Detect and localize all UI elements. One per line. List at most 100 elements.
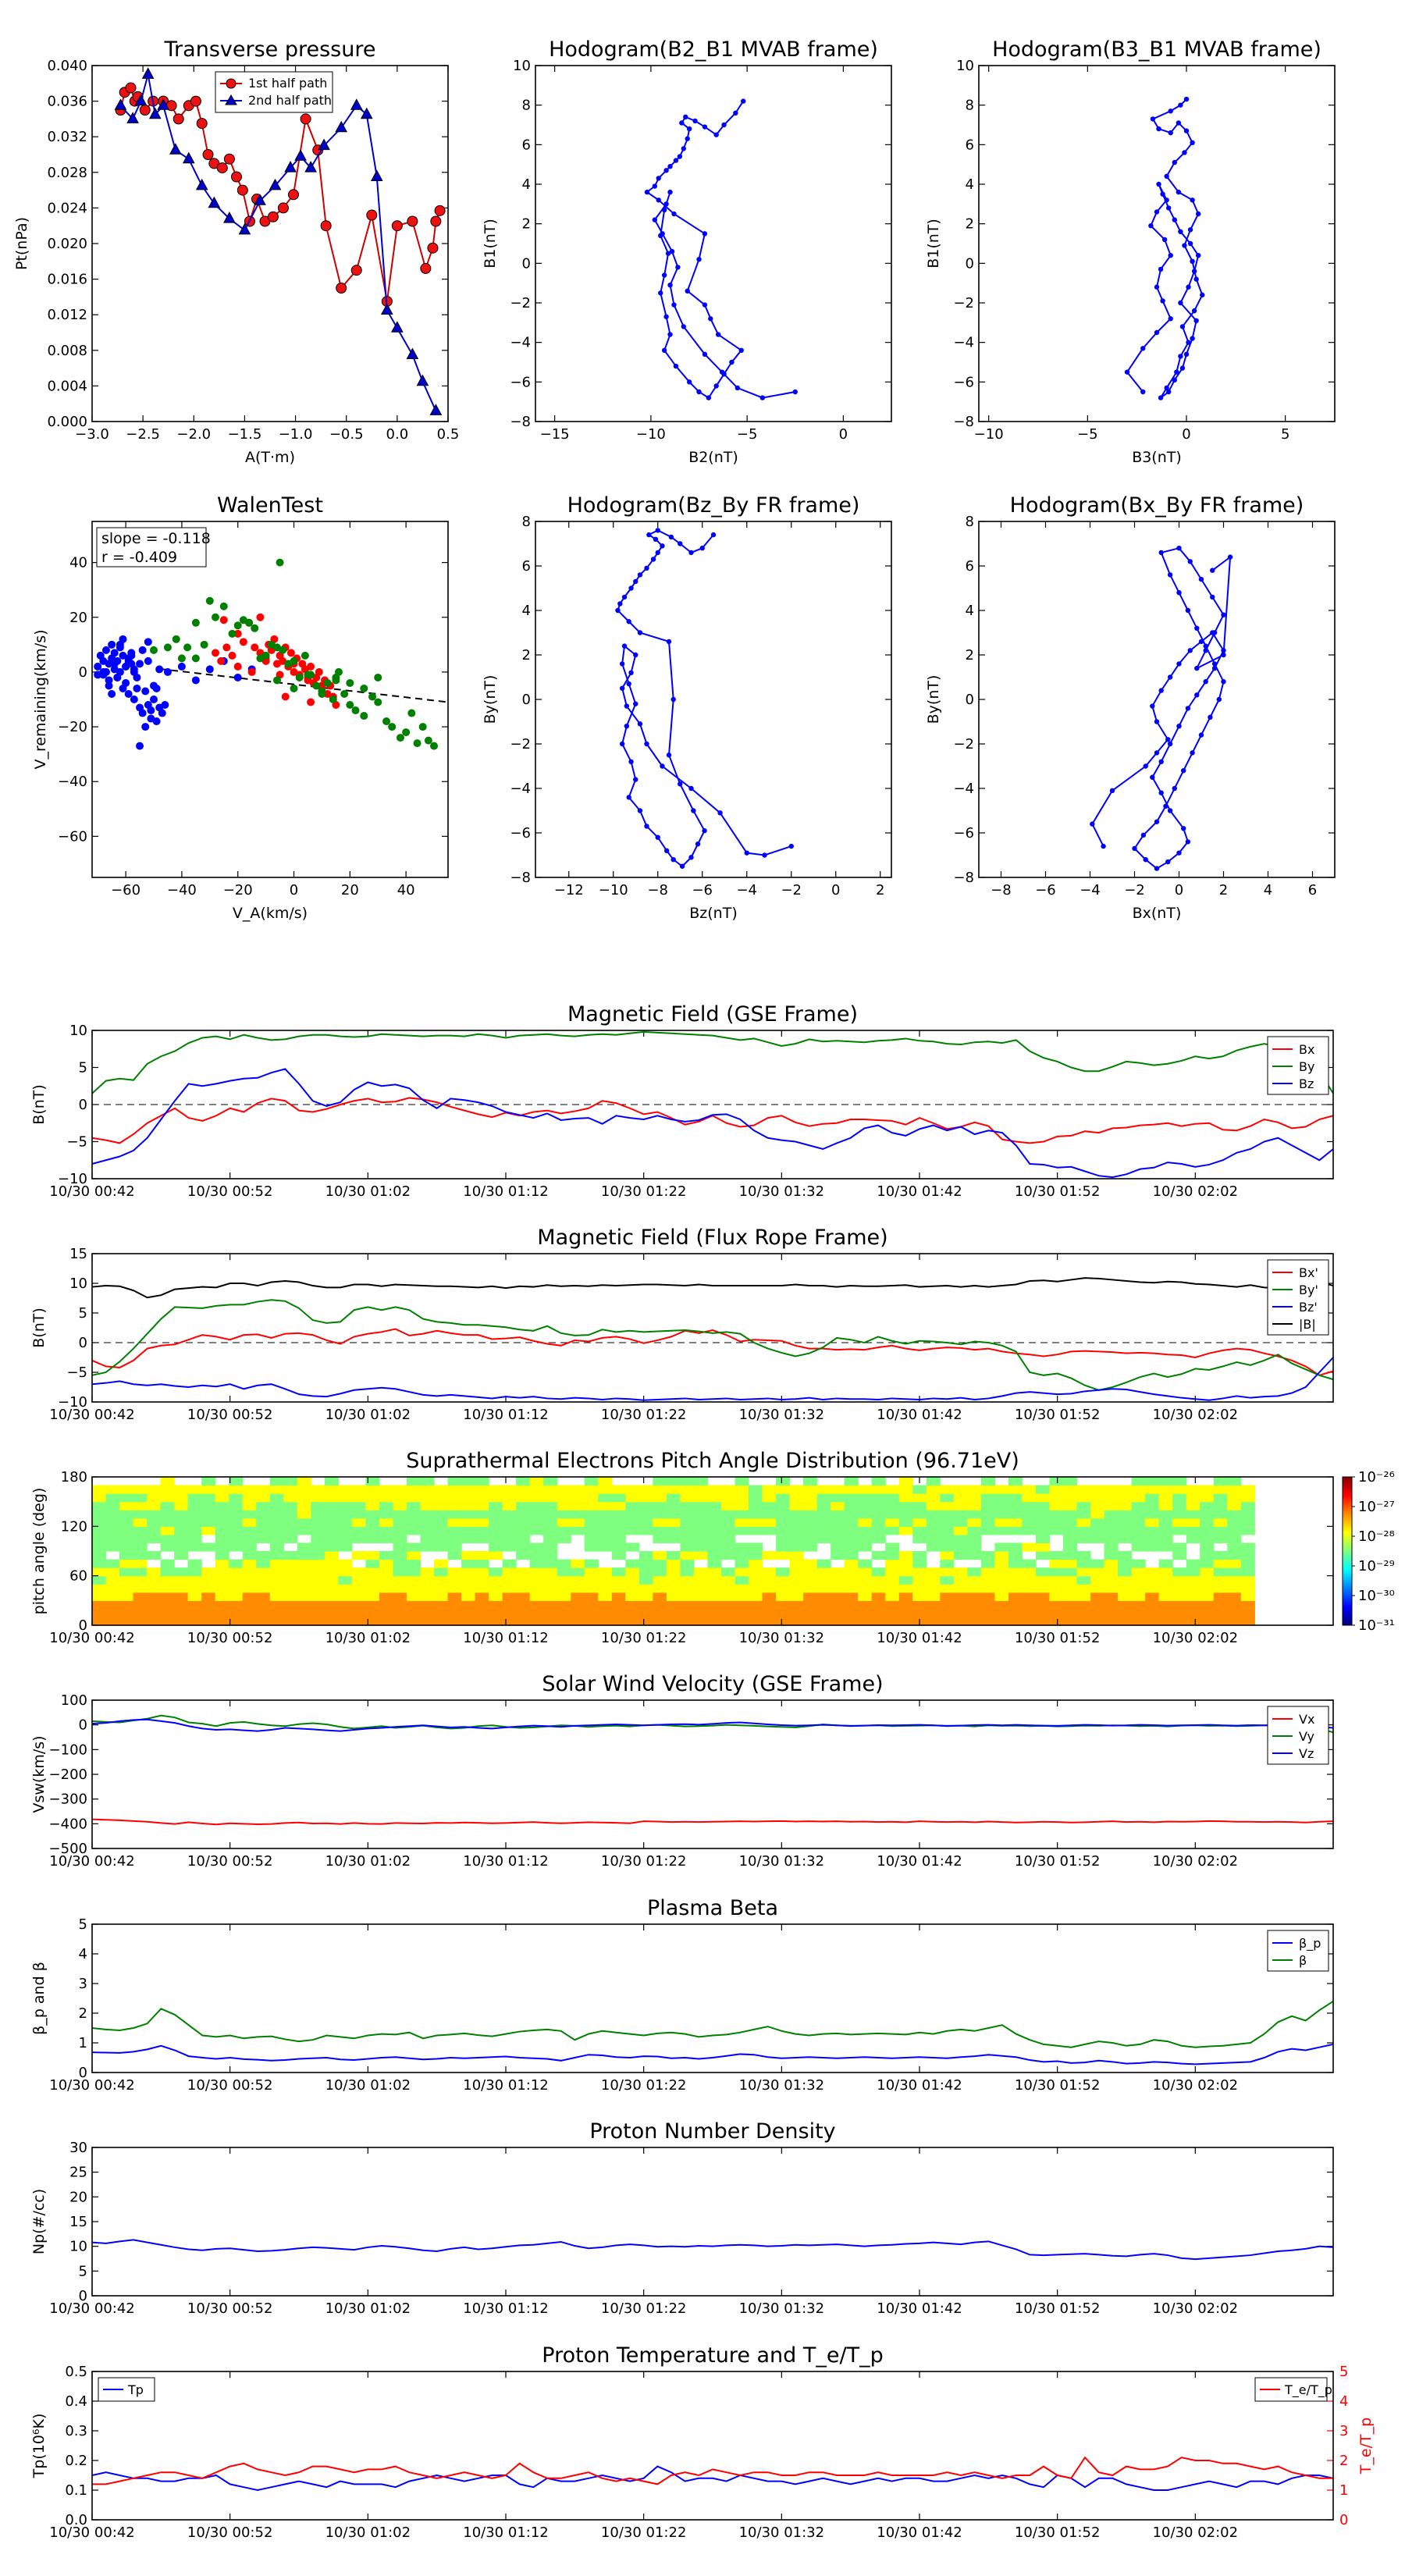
y-tick-label: 0.4 — [65, 2393, 87, 2410]
heatmap-cell — [201, 1617, 216, 1626]
x-tick-label: 10/30 01:22 — [601, 2524, 686, 2541]
y2-tick-label: 5 — [1339, 2364, 1348, 2380]
heatmap-cell — [133, 1600, 148, 1610]
heatmap-cell — [269, 1517, 284, 1527]
heatmap-cell — [543, 1600, 558, 1610]
heatmap-cell — [653, 1485, 667, 1494]
heatmap-cell — [311, 1567, 325, 1577]
heatmap-cell — [1022, 1575, 1037, 1585]
heatmap-cell — [720, 1510, 736, 1519]
legend-marker — [225, 94, 237, 105]
heatmap-cell — [324, 1592, 339, 1601]
heatmap-cell — [844, 1617, 859, 1626]
heatmap-cell — [571, 1617, 585, 1626]
heatmap-cell — [475, 1485, 489, 1494]
heatmap-cell — [1104, 1584, 1119, 1593]
heatmap-cell — [242, 1485, 257, 1494]
heatmap-cell — [324, 1600, 339, 1610]
heatmap-cell — [693, 1534, 709, 1544]
heatmap-cell — [338, 1501, 353, 1510]
heatmap-cell — [119, 1575, 134, 1585]
heatmap-cell — [898, 1559, 913, 1568]
heatmap-cell — [803, 1542, 818, 1552]
heatmap-cell — [1172, 1608, 1187, 1618]
heatmap-cell — [543, 1575, 558, 1585]
heatmap-cell — [543, 1551, 558, 1560]
data-point — [318, 689, 326, 698]
hodogram-point — [1198, 639, 1204, 645]
heatmap-cell — [160, 1559, 175, 1568]
heatmap-cell — [953, 1600, 968, 1610]
data-point — [211, 613, 219, 621]
heatmap-cell — [680, 1526, 695, 1535]
plot-frame — [91, 65, 449, 422]
heatmap-cell — [707, 1542, 722, 1552]
hodogram-point — [615, 607, 621, 614]
heatmap-cell — [871, 1617, 886, 1626]
x-tick-label: 10/30 01:42 — [877, 1407, 962, 1423]
x-tick-label: 10/30 01:32 — [739, 1853, 824, 1870]
y-tick-label: 2 — [79, 2005, 87, 2022]
series-line — [91, 2043, 1334, 2065]
y-tick-label: 15 — [69, 2214, 87, 2230]
x-tick-label: 10/30 01:42 — [877, 1853, 962, 1870]
heatmap-cell — [693, 1608, 709, 1618]
data-point — [416, 374, 429, 386]
heatmap-cell — [269, 1485, 284, 1494]
heatmap-cell — [557, 1592, 571, 1601]
heatmap-cell — [926, 1510, 941, 1519]
hodogram-point — [1190, 258, 1195, 264]
heatmap-cell — [297, 1542, 311, 1552]
data-point — [336, 283, 347, 294]
heatmap-cell — [584, 1485, 599, 1494]
heatmap-cell — [707, 1526, 722, 1535]
heatmap-cell — [160, 1510, 175, 1519]
heatmap-cell — [379, 1600, 394, 1610]
heatmap-cell — [762, 1584, 777, 1593]
heatmap-cell — [516, 1542, 531, 1552]
data-point — [434, 205, 446, 216]
heatmap-cell — [735, 1542, 749, 1552]
heatmap-cell — [92, 1617, 107, 1626]
heatmap-cell — [831, 1592, 845, 1601]
legend-label: By — [1299, 1059, 1314, 1074]
heatmap-cell — [638, 1485, 653, 1494]
heatmap-cell — [762, 1493, 777, 1503]
heatmap-cell — [1145, 1617, 1160, 1626]
heatmap-cell — [393, 1617, 407, 1626]
hodogram-point — [1160, 191, 1165, 197]
heatmap-cell — [1104, 1592, 1119, 1601]
heatmap-cell — [338, 1617, 353, 1626]
hodogram-point — [1194, 625, 1200, 631]
heatmap-cell — [434, 1517, 449, 1527]
data-point — [233, 673, 242, 681]
heatmap-cell — [1090, 1600, 1105, 1610]
x-tick-label: −10 — [974, 426, 1004, 443]
colorbar-label: 10⁻³¹ — [1358, 1617, 1395, 1634]
heatmap-cell — [133, 1485, 148, 1494]
heatmap-cell — [256, 1600, 271, 1610]
heatmap-cell — [461, 1493, 476, 1503]
heatmap-cell — [1076, 1559, 1091, 1568]
heatmap-cell — [1145, 1493, 1160, 1503]
heatmap-cell — [611, 1575, 626, 1585]
mag_gse-panel: Magnetic Field (GSE Frame)−10−5051010/30… — [30, 1002, 1334, 1200]
heatmap-cell — [885, 1493, 900, 1503]
y-tick-label: −300 — [49, 1791, 87, 1808]
hodogram-point — [1208, 714, 1213, 720]
heatmap-cell — [242, 1617, 257, 1626]
heatmap-cell — [557, 1485, 571, 1494]
pitch-angle-heatmap-panel: Suprathermal Electrons Pitch Angle Distr… — [30, 1449, 1395, 1646]
heatmap-cell — [1035, 1542, 1051, 1552]
heatmap-cell — [666, 1477, 681, 1486]
data-point — [177, 654, 186, 663]
heatmap-cell — [707, 1510, 722, 1519]
hodogram-point — [1176, 724, 1182, 729]
x-tick-label: 0 — [831, 882, 840, 898]
heatmap-cell — [680, 1592, 695, 1601]
heatmap-cell — [720, 1501, 736, 1510]
heatmap-cell — [324, 1551, 339, 1560]
heatmap-cell — [1131, 1575, 1146, 1585]
hodogram-point — [1187, 648, 1193, 653]
data-point — [138, 709, 147, 717]
